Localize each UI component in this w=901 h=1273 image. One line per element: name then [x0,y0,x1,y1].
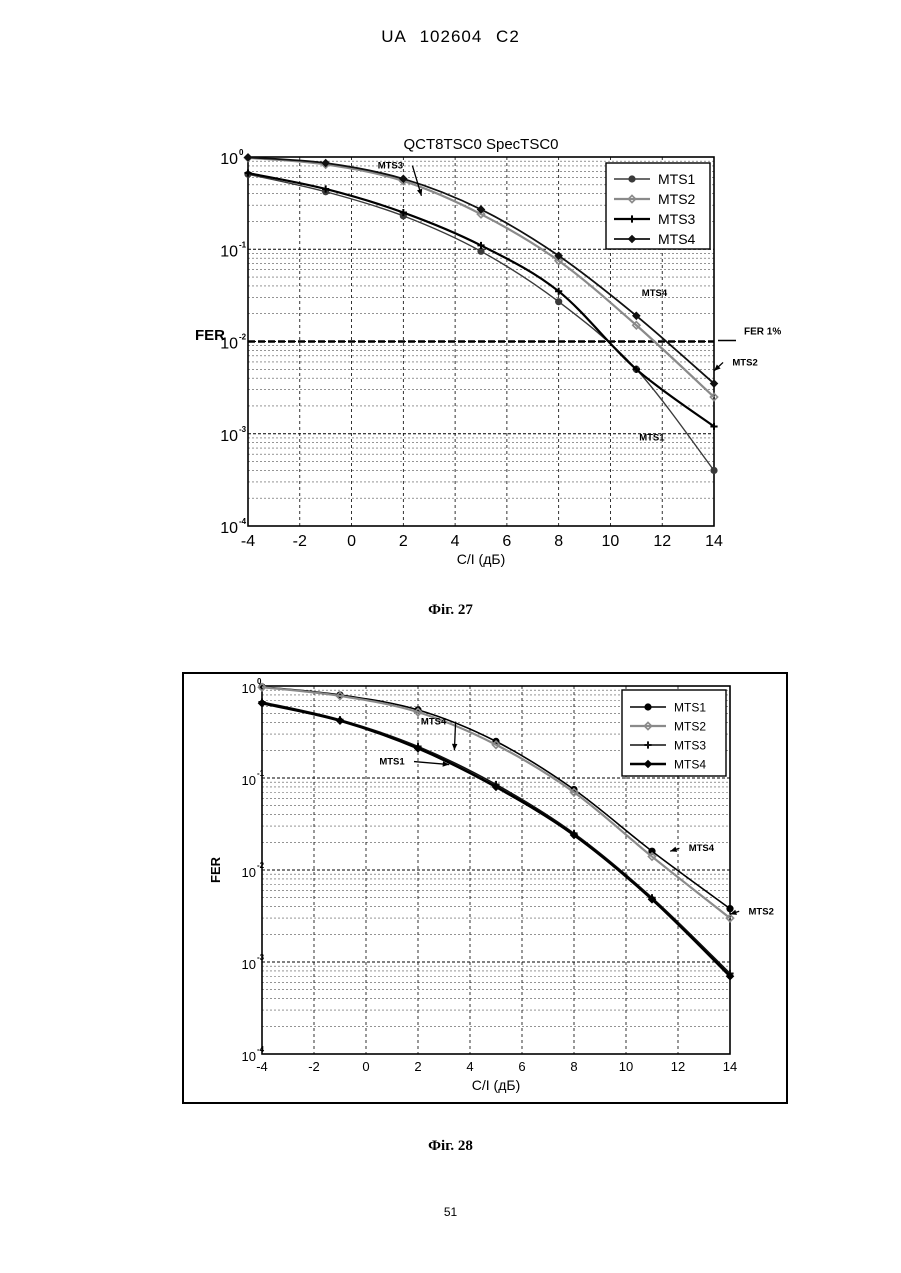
x-tick-label: 4 [466,1059,473,1074]
x-tick-label: 2 [414,1059,421,1074]
x-tick-label: 6 [518,1059,525,1074]
annotation-label: MTS2 [749,906,774,917]
data-point [644,703,651,710]
x-tick-label: 14 [723,1059,737,1074]
y-tick-base: 10 [242,957,256,972]
x-axis-label: C/I (дБ) [472,1077,520,1093]
x-tick-label: 0 [362,1059,369,1074]
x-tick-label: 12 [671,1059,685,1074]
figure-28-caption: Фіг. 28 [0,1138,901,1155]
x-tick-label: 8 [570,1059,577,1074]
annotation-label: MTS4 [689,843,715,854]
y-tick-exponent: -2 [257,861,265,870]
y-tick-exponent: -4 [257,1045,265,1054]
figure-28-chart: -4-20246810121410010-110-210-310-4C/I (д… [0,0,901,1140]
y-tick-base: 10 [242,865,256,880]
y-tick-exponent: -3 [257,953,265,962]
legend-label: MTS1 [674,700,706,714]
y-tick-exponent: -1 [257,769,265,778]
legend-label: MTS2 [674,719,706,733]
data-point [726,905,733,912]
annotation-label: MTS4 [421,717,447,728]
page-number: 51 [0,1205,901,1219]
y-tick-base: 10 [242,681,256,696]
y-tick-base: 10 [242,773,256,788]
legend-label: MTS3 [674,738,706,752]
y-axis-label: FER [208,856,223,883]
annotation-label: MTS1 [379,757,405,768]
x-tick-label: -4 [256,1059,268,1074]
legend-label: MTS4 [674,757,706,771]
x-tick-label: -2 [308,1059,320,1074]
x-tick-label: 10 [619,1059,633,1074]
y-tick-base: 10 [242,1049,256,1064]
